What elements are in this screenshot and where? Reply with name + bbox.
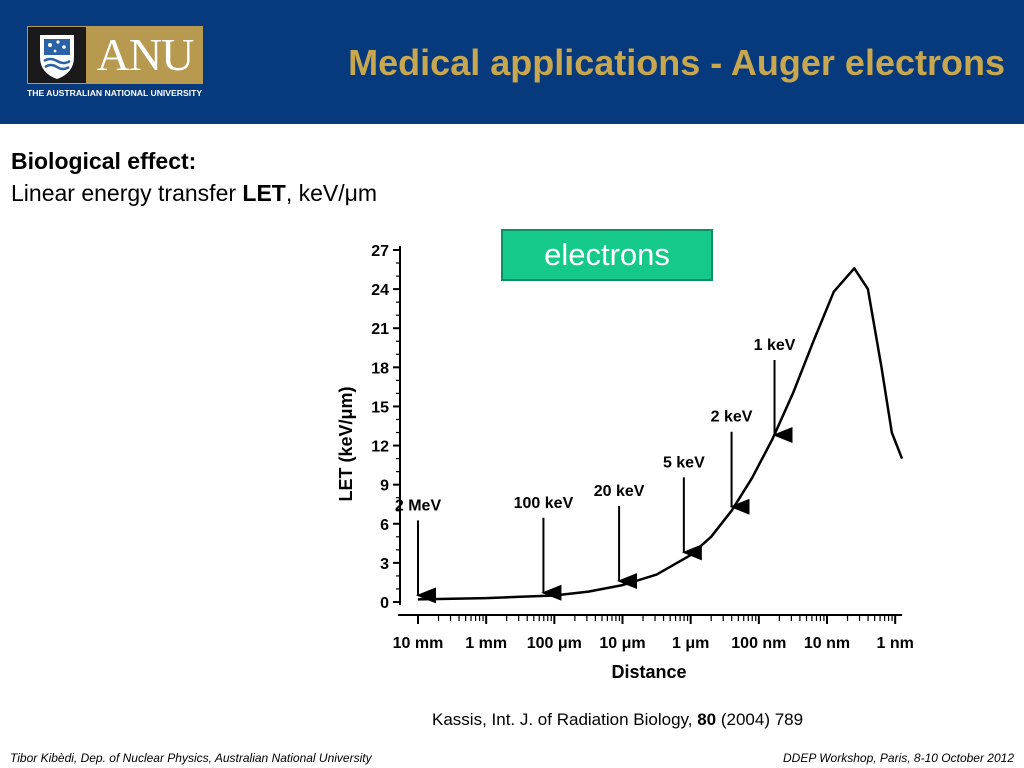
annotation-label: 100 keV (514, 495, 574, 512)
logo-subtitle: THE AUSTRALIAN NATIONAL UNIVERSITY (27, 88, 203, 98)
let-chart-svg: 0 3 6 9 12 15 18 21 24 27 10 mm 1 mm 100 μm 10 μm 1 μm… (336, 243, 914, 682)
subheading-line1: Biological effect: (11, 148, 197, 174)
y-tick-label: 0 (380, 595, 389, 612)
annotation-label: 20 keV (594, 483, 645, 500)
electrons-badge: electrons (501, 229, 713, 281)
citation-prefix: Kassis, Int. J. of Radiation Biology, (432, 710, 698, 729)
y-axis-label: LET (keV/μm) (336, 386, 356, 501)
subheading-line2: Linear energy transfer LET, keV/μm (11, 177, 377, 209)
citation-volume: 80 (697, 710, 717, 729)
line2-prefix: Linear energy transfer (11, 180, 243, 206)
y-tick-label: 27 (371, 243, 389, 260)
y-tick-label: 3 (380, 556, 389, 573)
x-tick-label: 1 mm (465, 635, 507, 652)
annotation-label: 2 keV (711, 409, 753, 426)
y-tick-label: 18 (371, 360, 389, 377)
slide-title: Medical applications - Auger electrons (348, 42, 1005, 83)
annotation-label: 2 MeV (395, 497, 442, 514)
x-tick-label: 100 μm (527, 635, 582, 652)
annotation-label: 5 keV (663, 454, 705, 471)
x-tick-label: 10 mm (393, 635, 444, 652)
let-curve (417, 267, 904, 601)
subheading: Biological effect: Linear energy transfe… (11, 145, 377, 209)
x-tick-label: 10 μm (599, 635, 645, 652)
x-axis-label: Distance (611, 662, 686, 682)
crest-icon (27, 26, 87, 84)
line2-bold: LET (242, 180, 286, 206)
footer-event: DDEP Workshop, Paris, 8-10 October 2012 (783, 751, 1014, 765)
y-tick-label: 9 (380, 478, 389, 495)
let-chart: 0 3 6 9 12 15 18 21 24 27 10 mm 1 mm 100 μm 10 μm 1 μm… (325, 232, 945, 697)
x-tick-label: 10 nm (804, 635, 850, 652)
logo-wordmark: ANU (87, 26, 203, 84)
x-tick-label: 100 nm (731, 635, 786, 652)
x-tick-label: 1 nm (877, 635, 914, 652)
x-tick-label: 1 μm (672, 635, 709, 652)
header-bar: ANU THE AUSTRALIAN NATIONAL UNIVERSITY M… (0, 0, 1024, 124)
y-tick-label: 6 (380, 517, 389, 534)
y-tick-label: 24 (371, 282, 389, 299)
y-tick-label: 12 (371, 439, 389, 456)
line2-suffix: , keV/μm (285, 180, 378, 206)
y-tick-label: 15 (371, 399, 389, 416)
footer-author: Tibor Kibèdi, Dep. of Nuclear Physics, A… (10, 751, 372, 765)
citation-suffix: (2004) 789 (716, 710, 804, 729)
y-tick-label: 21 (371, 321, 389, 338)
citation: Kassis, Int. J. of Radiation Biology, 80… (432, 710, 803, 730)
annotation-label: 1 keV (754, 337, 796, 354)
anu-logo: ANU THE AUSTRALIAN NATIONAL UNIVERSITY (27, 26, 203, 104)
